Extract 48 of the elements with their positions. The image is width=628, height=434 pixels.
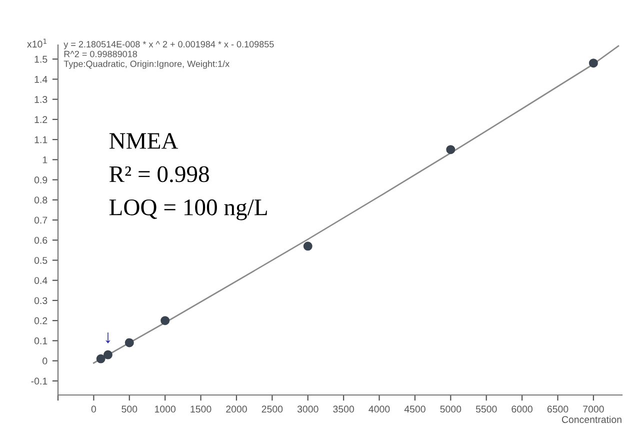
x-tick-label: 6000	[512, 406, 532, 413]
point	[96, 354, 106, 364]
y-tick-label: 1.5	[34, 56, 48, 63]
point	[588, 58, 598, 68]
point	[124, 338, 134, 348]
annotation: NMEA	[109, 133, 178, 149]
x-tick-label: 7000	[583, 406, 604, 413]
y-tick-label: -0.1	[31, 378, 48, 385]
x-tick-label: 2000	[226, 406, 247, 413]
x-tick-label: 4000	[368, 406, 390, 413]
y-tick-label: 1.1	[34, 136, 48, 144]
point	[160, 316, 170, 326]
y-tick-label: 1.2	[34, 116, 48, 123]
point	[446, 145, 456, 154]
x-tick-label: 3500	[333, 406, 354, 413]
y-tick-label: 0.1	[34, 337, 48, 344]
annotation: R² = 0.998	[109, 166, 209, 182]
x-tick-label: 5000	[440, 406, 462, 413]
annotation: R^2 = 0.99889018	[64, 50, 138, 58]
y-tick-label: 1.4	[34, 76, 48, 83]
annotation: ↓	[106, 332, 110, 344]
y-tick-label: 0.4	[34, 277, 48, 284]
point	[303, 242, 312, 251]
y-tick-label: 0.6	[34, 236, 48, 244]
x-tick-label: 0	[91, 406, 96, 413]
x-tick-label: 6500	[547, 406, 568, 413]
x-tick-label: 500	[122, 406, 138, 413]
y-tick-label: 0.5	[34, 256, 48, 264]
y-tick-label: 0.8	[34, 196, 48, 204]
x-tick-label: 4500	[404, 406, 426, 413]
y-tick-label: 1	[42, 156, 48, 164]
annotation: y = 2.180514E-008 * x ^ 2 + 0.001984 * x - 0.109855	[64, 41, 274, 50]
y-tick-label: 0.7	[34, 216, 48, 224]
y-tick-label: 0.9	[34, 176, 48, 184]
x-tick-label: 1000	[155, 406, 176, 413]
x-tick-label: 1500	[190, 406, 212, 413]
annotation: Type:Quadratic, Origin:Ignore, Weight:1/x	[64, 60, 230, 69]
x-tick-label: 2500	[262, 406, 283, 413]
x-tick-label: 5500	[476, 406, 497, 413]
y-tick-label: 0.3	[34, 297, 48, 304]
y-tick-label: 0	[42, 358, 48, 364]
y-tick-label: 1.3	[34, 96, 48, 103]
point	[103, 350, 112, 360]
y-axis-title: x10$^{1}$	[27, 38, 46, 48]
x-tick-label: 3000	[297, 406, 318, 413]
annotation: LOQ = 100 ng/L	[109, 199, 267, 220]
y-tick-label: 0.2	[34, 317, 48, 324]
x-axis-title: Concentration	[562, 416, 622, 424]
